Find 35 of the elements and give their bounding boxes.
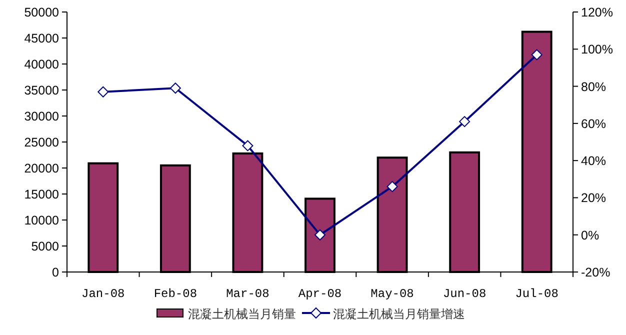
xtick: Feb-08 <box>154 287 198 301</box>
ytick: 10000 <box>24 214 59 228</box>
y2tick: 60% <box>581 116 606 131</box>
y2tick: 40% <box>581 154 606 168</box>
point <box>314 229 326 240</box>
y2tick: 0% <box>581 228 600 242</box>
ytick: 45000 <box>24 32 59 46</box>
ytick: 5000 <box>31 240 59 254</box>
ytick: 35000 <box>24 84 59 98</box>
ytick: 0 <box>52 266 59 280</box>
xtick: Jan-08 <box>82 287 125 301</box>
point <box>170 82 181 94</box>
y2tick: 100% <box>581 42 613 57</box>
point <box>386 181 398 192</box>
ytick: 50000 <box>24 6 59 20</box>
ytick: 40000 <box>24 58 59 72</box>
y2tick: 120% <box>581 6 613 20</box>
point <box>242 140 254 152</box>
xtick: Mar-08 <box>226 287 270 301</box>
point <box>98 86 109 98</box>
legend: 混凝土机械当月销量增速 <box>333 307 465 321</box>
point <box>531 49 542 60</box>
xtick: Jul-08 <box>515 287 558 301</box>
y2tick: 80% <box>581 80 606 94</box>
y2tick: -20% <box>581 266 610 280</box>
ytick: 20000 <box>24 162 59 176</box>
xtick: May-08 <box>370 287 414 301</box>
ytick: 25000 <box>24 136 59 150</box>
xtick: Apr-08 <box>298 287 342 301</box>
point <box>459 116 470 128</box>
xtick: Jun-08 <box>442 287 486 301</box>
ytick: 30000 <box>24 110 59 124</box>
y2tick: 20% <box>581 191 606 206</box>
ytick: 15000 <box>24 188 59 202</box>
legend: 混凝土机械当月销量 <box>188 307 296 321</box>
